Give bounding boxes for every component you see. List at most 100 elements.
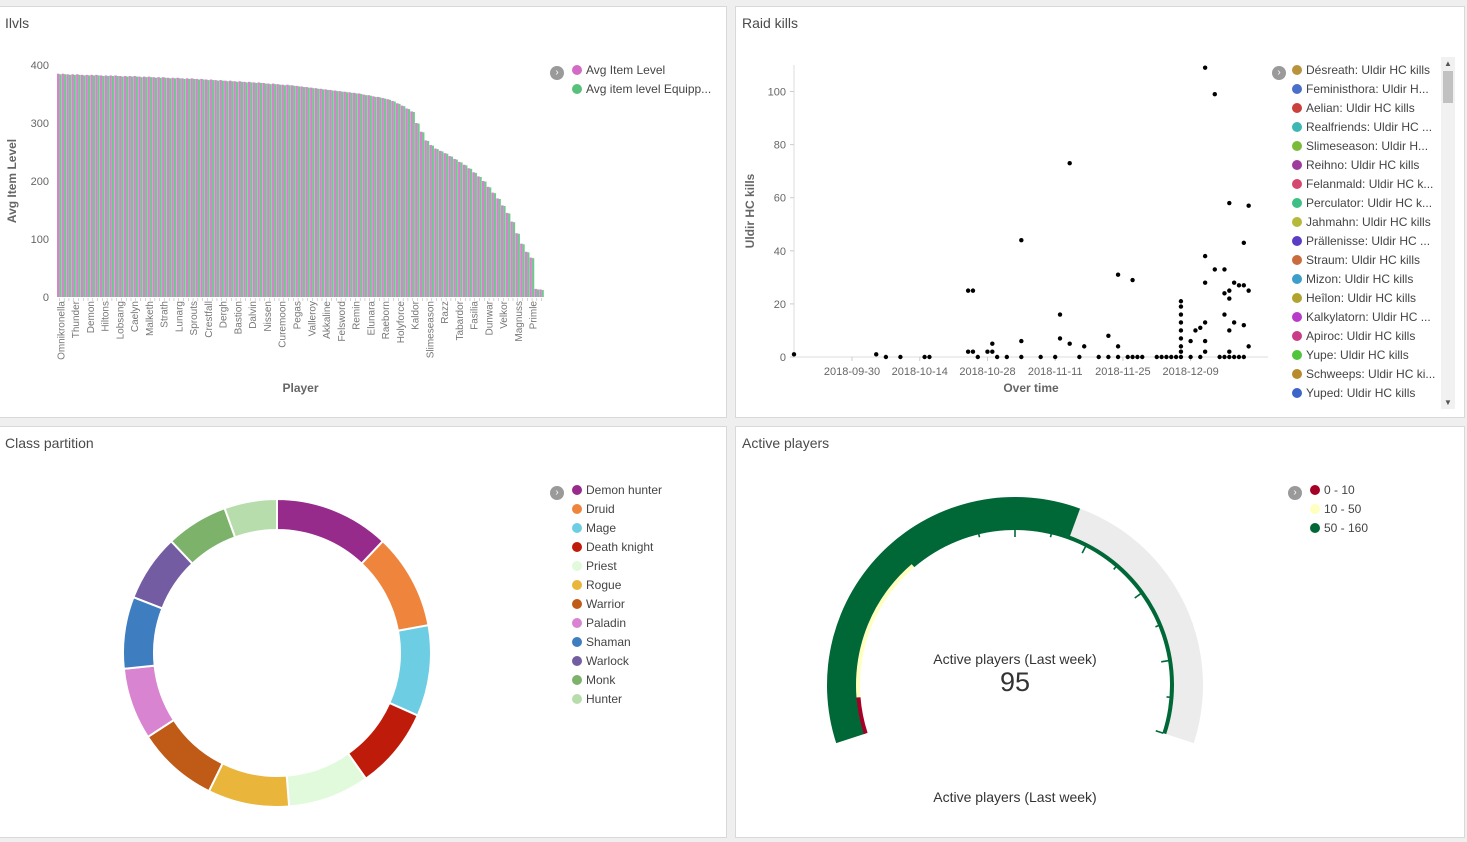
data-point [1178, 304, 1184, 309]
data-point [1241, 354, 1247, 360]
gauge-legend: 0 - 10 10 - 50 50 - 160 [1310, 481, 1410, 538]
x-tick-label: 2018-11-11 [1028, 366, 1083, 378]
x-tick-label: Bastion [233, 301, 244, 334]
class-legend-item[interactable]: Druid [572, 500, 722, 519]
donut-slice [285, 752, 368, 808]
legend-label: Jahmahn: Uldir HC kills [1306, 215, 1431, 229]
bar [133, 76, 136, 298]
bar [448, 156, 451, 297]
x-tick-label: Malketh [145, 301, 156, 336]
bar [469, 168, 473, 297]
scroll-up-icon[interactable]: ▲ [1444, 59, 1452, 68]
raid-legend-item[interactable]: Désreath: Uldir HC kills [1292, 61, 1438, 80]
legend-dot-icon [572, 637, 582, 647]
raid-legend-item[interactable]: Heîlon: Uldir HC kills [1292, 289, 1438, 308]
bar [88, 75, 91, 297]
class-partition-title: Class partition [5, 435, 94, 451]
bar [57, 73, 60, 297]
raid-legend-item[interactable]: Yuped: Uldir HC kills [1292, 384, 1438, 403]
raid-legend-item[interactable]: Feministhora: Uldir H... [1292, 80, 1438, 99]
bar [97, 75, 100, 297]
x-axis-label: Player [282, 381, 318, 395]
bar [145, 77, 148, 298]
class-legend-item[interactable]: Demon hunter [572, 481, 722, 500]
raid-legend-item[interactable]: Kalkylatorn: Uldir HC ... [1292, 308, 1438, 327]
bar [367, 95, 370, 297]
class-legend-item[interactable]: Mage [572, 519, 722, 538]
bar [532, 258, 535, 297]
bar [300, 86, 303, 298]
legend-label: Feministhora: Uldir H... [1306, 82, 1429, 96]
raid-legend-item[interactable]: Yupe: Uldir HC kills [1292, 346, 1438, 365]
legend-dot-icon [572, 65, 582, 75]
bar [131, 76, 134, 297]
scroll-thumb[interactable] [1443, 71, 1453, 103]
bar [403, 106, 406, 298]
legend-label: Perculator: Uldir HC k... [1306, 196, 1433, 210]
bar [331, 90, 334, 298]
raid-legend-item[interactable]: Reihno: Uldir HC kills [1292, 156, 1438, 175]
bar [400, 105, 403, 297]
gauge-value-arc [827, 497, 1081, 744]
bar [319, 88, 322, 297]
x-tick-label: Slimeseason [425, 301, 436, 358]
class-legend-item[interactable]: Paladin [572, 614, 722, 633]
data-point [1202, 320, 1208, 325]
raid-legend-item[interactable]: Felanmald: Uldir HC k... [1292, 175, 1438, 194]
bar [436, 149, 439, 297]
bar [173, 78, 177, 297]
bar [185, 78, 189, 297]
raid-legend-item[interactable]: Realfriends: Uldir HC ... [1292, 118, 1438, 137]
class-legend-item[interactable]: Monk [572, 671, 722, 690]
gauge-tick [977, 533, 981, 538]
raid-legend-item[interactable]: Jahmahn: Uldir HC kills [1292, 213, 1438, 232]
raid-legend-item[interactable]: Slimeseason: Uldir H... [1292, 137, 1438, 156]
legend-label: Mizon: Uldir HC kills [1306, 272, 1414, 286]
data-point [1106, 354, 1111, 360]
scroll-down-icon[interactable]: ▼ [1444, 398, 1452, 407]
class-legend-item[interactable]: Rogue [572, 576, 722, 595]
raid-legend-item[interactable]: Straum: Uldir HC kills [1292, 251, 1438, 270]
y-tick-label: 0 [43, 292, 49, 304]
data-point [1115, 272, 1121, 277]
class-legend-item[interactable]: Death knight [572, 538, 722, 557]
bar [541, 290, 544, 297]
raid-legend-toggle-icon[interactable]: › [1272, 66, 1286, 80]
gauge-legend-item[interactable]: 0 - 10 [1310, 481, 1410, 500]
raid-legend-item[interactable]: Aelian: Uldir HC kills [1292, 99, 1438, 118]
bar [491, 192, 494, 297]
ilvls-legend-item[interactable]: Avg Item Level [572, 61, 722, 80]
raid-legend-item[interactable]: Apiroc: Uldir HC kills [1292, 327, 1438, 346]
gauge-legend-toggle-icon[interactable]: › [1288, 486, 1302, 500]
class-legend-item[interactable]: Priest [572, 557, 722, 576]
ilvls-legend-item[interactable]: Avg item level Equipp... [572, 80, 722, 99]
class-legend-item[interactable]: Shaman [572, 633, 722, 652]
data-point [985, 349, 990, 354]
legend-dot-icon [1292, 312, 1302, 322]
data-point [1227, 288, 1232, 293]
raid-legend-item[interactable]: Prällenisse: Uldir HC ... [1292, 232, 1438, 251]
data-point [1246, 203, 1251, 208]
gauge-legend-item[interactable]: 50 - 160 [1310, 519, 1410, 538]
raid-legend-item[interactable]: Mizon: Uldir HC kills [1292, 270, 1438, 289]
class-legend-item[interactable]: Warrior [572, 595, 722, 614]
legend-label: Schweeps: Uldir HC ki... [1306, 367, 1436, 381]
legend-label: Warrior [586, 597, 625, 611]
legend-dot-icon [1310, 485, 1320, 495]
data-point [1159, 354, 1164, 360]
x-tick-label: Magnuss [514, 301, 525, 342]
gauge-legend-item[interactable]: 10 - 50 [1310, 500, 1410, 519]
class-legend-item[interactable]: Hunter [572, 690, 722, 709]
legend-label: 10 - 50 [1324, 502, 1362, 516]
bar [486, 186, 489, 297]
ilvls-legend-toggle-icon[interactable]: › [550, 66, 564, 80]
raid-legend-item[interactable]: Schweeps: Uldir HC ki... [1292, 365, 1438, 384]
class-legend-toggle-icon[interactable]: › [550, 486, 564, 500]
bar [477, 176, 480, 297]
class-legend-item[interactable]: Warlock [572, 652, 722, 671]
bar [520, 243, 523, 297]
raid-legend-item[interactable]: Perculator: Uldir HC k... [1292, 194, 1438, 213]
bar [379, 97, 382, 297]
bar [350, 92, 353, 297]
raid-legend-scrollbar[interactable]: ▲ ▼ [1441, 57, 1455, 409]
